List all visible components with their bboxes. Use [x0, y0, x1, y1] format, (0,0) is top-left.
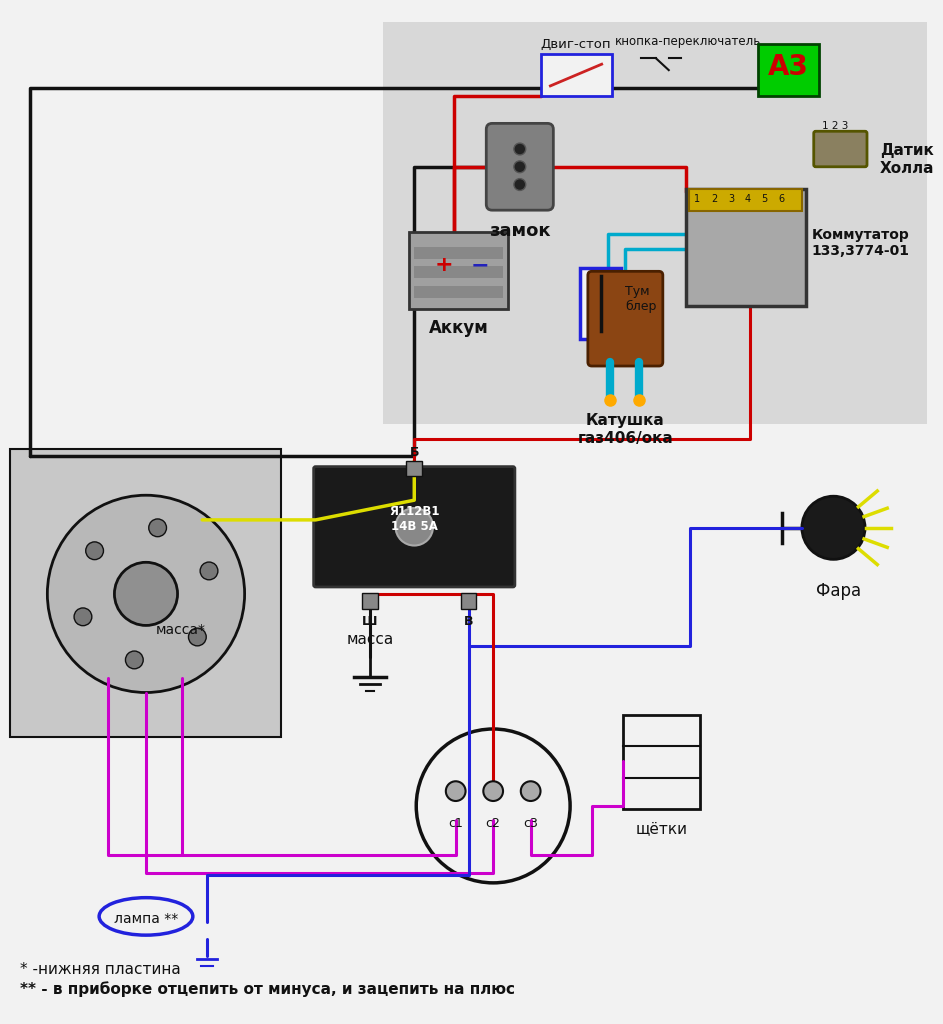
- FancyBboxPatch shape: [587, 271, 663, 366]
- FancyBboxPatch shape: [814, 131, 867, 167]
- Circle shape: [514, 143, 526, 155]
- Text: лампа **: лампа **: [114, 912, 178, 927]
- Text: с1: с1: [448, 817, 463, 829]
- Text: А3: А3: [768, 53, 808, 81]
- Circle shape: [114, 562, 177, 626]
- Bar: [414, 266, 503, 279]
- Circle shape: [125, 651, 143, 669]
- Text: замок: замок: [489, 222, 551, 240]
- Bar: [460, 593, 476, 608]
- Circle shape: [446, 781, 466, 801]
- Text: +: +: [435, 255, 454, 275]
- Bar: [414, 247, 503, 258]
- Bar: [383, 22, 927, 424]
- Text: 6: 6: [778, 195, 785, 205]
- Circle shape: [200, 562, 218, 580]
- Text: с3: с3: [523, 817, 538, 829]
- Text: Б: Б: [409, 445, 419, 459]
- Text: щётки: щётки: [636, 820, 687, 836]
- Text: 4: 4: [745, 195, 751, 205]
- Circle shape: [189, 628, 207, 646]
- Circle shape: [514, 161, 526, 173]
- Bar: [406, 461, 422, 476]
- Text: 1: 1: [694, 195, 701, 205]
- Text: 2: 2: [711, 195, 718, 205]
- Text: ** - в приборке отцепить от минуса, и зацепить на плюс: ** - в приборке отцепить от минуса, и за…: [20, 981, 515, 997]
- Bar: [623, 715, 701, 809]
- Bar: [409, 231, 508, 309]
- Text: Двиг-стоп: Двиг-стоп: [540, 38, 611, 51]
- Bar: [9, 449, 281, 737]
- Circle shape: [395, 508, 433, 546]
- Text: Аккум: Аккум: [429, 318, 488, 337]
- Bar: [414, 286, 503, 298]
- Text: 5: 5: [761, 195, 768, 205]
- Text: кнопка-переключатель: кнопка-переключатель: [616, 35, 762, 47]
- Bar: [689, 189, 802, 211]
- Bar: [580, 268, 621, 339]
- Text: Фара: Фара: [816, 582, 861, 600]
- Bar: [540, 54, 612, 96]
- Text: масса: масса: [346, 633, 393, 647]
- Text: Я112В1
14В 5А: Я112В1 14В 5А: [389, 505, 439, 532]
- Text: Ш: Ш: [362, 614, 377, 628]
- Bar: [757, 44, 819, 96]
- Text: с2: с2: [486, 817, 501, 829]
- Text: Коммутатор
133,3774-01: Коммутатор 133,3774-01: [812, 227, 910, 258]
- Circle shape: [47, 496, 244, 692]
- Text: −: −: [472, 255, 489, 275]
- Circle shape: [521, 781, 540, 801]
- Text: Датик
Холла: Датик Холла: [880, 143, 935, 175]
- Circle shape: [514, 178, 526, 190]
- Circle shape: [416, 729, 571, 883]
- Bar: [362, 593, 378, 608]
- Circle shape: [802, 497, 865, 559]
- Text: Тум
блер: Тум блер: [625, 285, 656, 313]
- FancyBboxPatch shape: [314, 467, 515, 587]
- Text: 3: 3: [728, 195, 734, 205]
- FancyBboxPatch shape: [487, 123, 554, 210]
- Text: * -нижняя пластина: * -нижняя пластина: [20, 962, 180, 977]
- Circle shape: [149, 519, 167, 537]
- Ellipse shape: [99, 898, 192, 935]
- Circle shape: [74, 608, 91, 626]
- Text: масса*: масса*: [156, 624, 206, 638]
- Circle shape: [86, 542, 104, 560]
- Circle shape: [484, 781, 503, 801]
- Bar: [686, 189, 806, 306]
- Text: В: В: [464, 614, 473, 628]
- Text: 1 2 3: 1 2 3: [822, 121, 849, 131]
- Text: Катушка
газ406/ока: Катушка газ406/ока: [577, 414, 673, 445]
